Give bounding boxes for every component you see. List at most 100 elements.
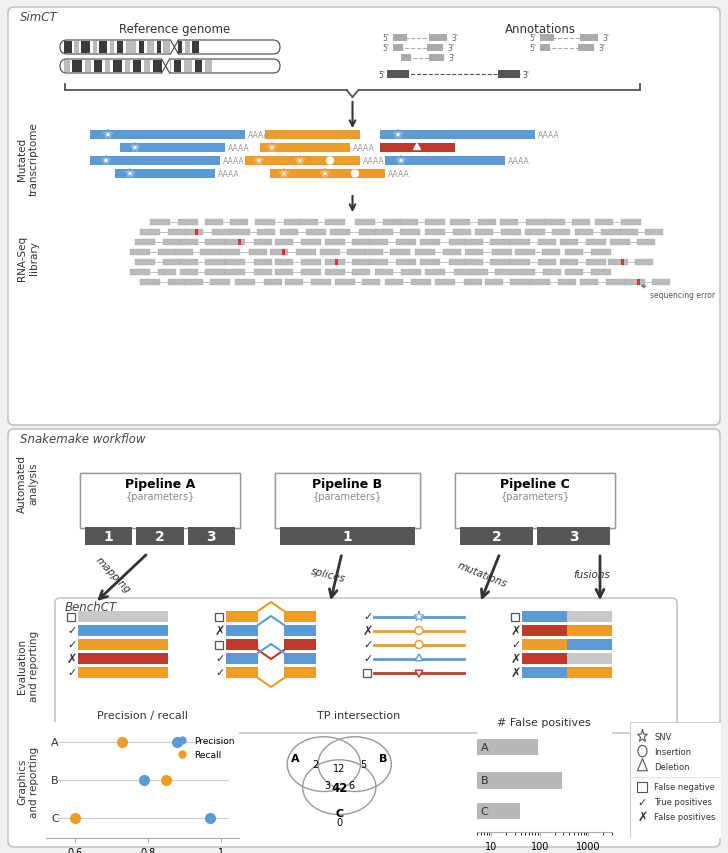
- Bar: [0, 739, 538, 756]
- Bar: [220, 250, 240, 256]
- Text: Evaluation
and reporting: Evaluation and reporting: [17, 630, 39, 701]
- Bar: [184, 61, 192, 73]
- Bar: [383, 220, 401, 226]
- Bar: [370, 259, 388, 265]
- FancyBboxPatch shape: [60, 41, 280, 55]
- Text: ✓: ✓: [363, 640, 373, 650]
- Bar: [510, 280, 530, 286]
- Bar: [162, 59, 170, 75]
- Text: 5': 5': [378, 71, 385, 79]
- Bar: [254, 259, 272, 265]
- Text: 3': 3': [448, 54, 455, 63]
- Bar: [99, 42, 107, 54]
- Bar: [464, 280, 482, 286]
- Bar: [637, 280, 640, 286]
- Text: False positives: False positives: [654, 812, 716, 821]
- Bar: [465, 250, 483, 256]
- Text: Graphics
and reporting: Graphics and reporting: [17, 746, 39, 816]
- Text: A: A: [480, 742, 488, 752]
- Bar: [130, 250, 150, 256]
- Bar: [567, 625, 612, 636]
- Bar: [205, 259, 225, 265]
- Bar: [157, 42, 161, 54]
- Text: 0: 0: [336, 817, 342, 827]
- Bar: [85, 527, 132, 545]
- Bar: [67, 612, 75, 621]
- Bar: [411, 280, 431, 286]
- Text: AAAA: AAAA: [353, 144, 375, 153]
- Bar: [545, 220, 565, 226]
- Bar: [425, 229, 445, 235]
- Text: ✗: ✗: [363, 624, 373, 637]
- Bar: [490, 259, 510, 265]
- Bar: [264, 280, 282, 286]
- Bar: [284, 625, 316, 636]
- Bar: [94, 61, 102, 73]
- Polygon shape: [296, 157, 304, 165]
- Text: 3': 3': [451, 34, 458, 43]
- Bar: [180, 270, 198, 276]
- Bar: [510, 259, 530, 265]
- Bar: [125, 61, 130, 73]
- Bar: [560, 259, 578, 265]
- Polygon shape: [103, 131, 112, 139]
- Bar: [325, 240, 345, 246]
- Text: Insertion: Insertion: [654, 746, 692, 756]
- Bar: [365, 250, 383, 256]
- Bar: [74, 42, 79, 54]
- Bar: [235, 280, 255, 286]
- Bar: [78, 667, 168, 678]
- Text: B: B: [379, 753, 388, 763]
- Bar: [595, 220, 613, 226]
- Bar: [306, 229, 326, 235]
- Text: 12: 12: [333, 763, 345, 774]
- Circle shape: [638, 746, 647, 757]
- Bar: [81, 42, 90, 54]
- Bar: [385, 157, 505, 165]
- Bar: [284, 612, 316, 623]
- Bar: [485, 280, 503, 286]
- Bar: [226, 667, 258, 678]
- Bar: [396, 240, 416, 246]
- Bar: [105, 61, 110, 73]
- Text: ✓: ✓: [215, 668, 225, 677]
- Bar: [380, 131, 535, 140]
- Bar: [113, 61, 122, 73]
- Bar: [296, 250, 316, 256]
- Bar: [254, 240, 272, 246]
- Polygon shape: [414, 144, 420, 150]
- Bar: [226, 653, 258, 664]
- Bar: [215, 612, 223, 621]
- Bar: [526, 220, 546, 226]
- Text: AAAA: AAAA: [538, 131, 560, 140]
- Bar: [275, 270, 293, 276]
- Bar: [153, 61, 162, 73]
- Bar: [575, 229, 593, 235]
- Bar: [78, 653, 168, 664]
- Bar: [120, 144, 225, 153]
- Text: Pipeline A: Pipeline A: [125, 478, 195, 490]
- Bar: [393, 45, 403, 52]
- Bar: [500, 220, 518, 226]
- Text: Pipeline B: Pipeline B: [312, 478, 382, 490]
- Text: SimCT: SimCT: [20, 11, 58, 24]
- Bar: [393, 35, 407, 42]
- FancyBboxPatch shape: [8, 8, 720, 426]
- Polygon shape: [415, 670, 423, 677]
- Text: 3: 3: [207, 530, 216, 543]
- Bar: [347, 250, 365, 256]
- Bar: [284, 220, 302, 226]
- Text: Reference genome: Reference genome: [119, 23, 231, 36]
- Bar: [352, 270, 370, 276]
- Bar: [387, 71, 409, 79]
- Text: 1: 1: [343, 530, 352, 543]
- Polygon shape: [394, 131, 403, 139]
- Circle shape: [352, 171, 358, 177]
- Bar: [420, 259, 440, 265]
- Bar: [567, 653, 612, 664]
- Polygon shape: [131, 144, 139, 152]
- Bar: [285, 280, 303, 286]
- Bar: [238, 240, 241, 246]
- Bar: [0, 803, 520, 820]
- Bar: [78, 639, 168, 650]
